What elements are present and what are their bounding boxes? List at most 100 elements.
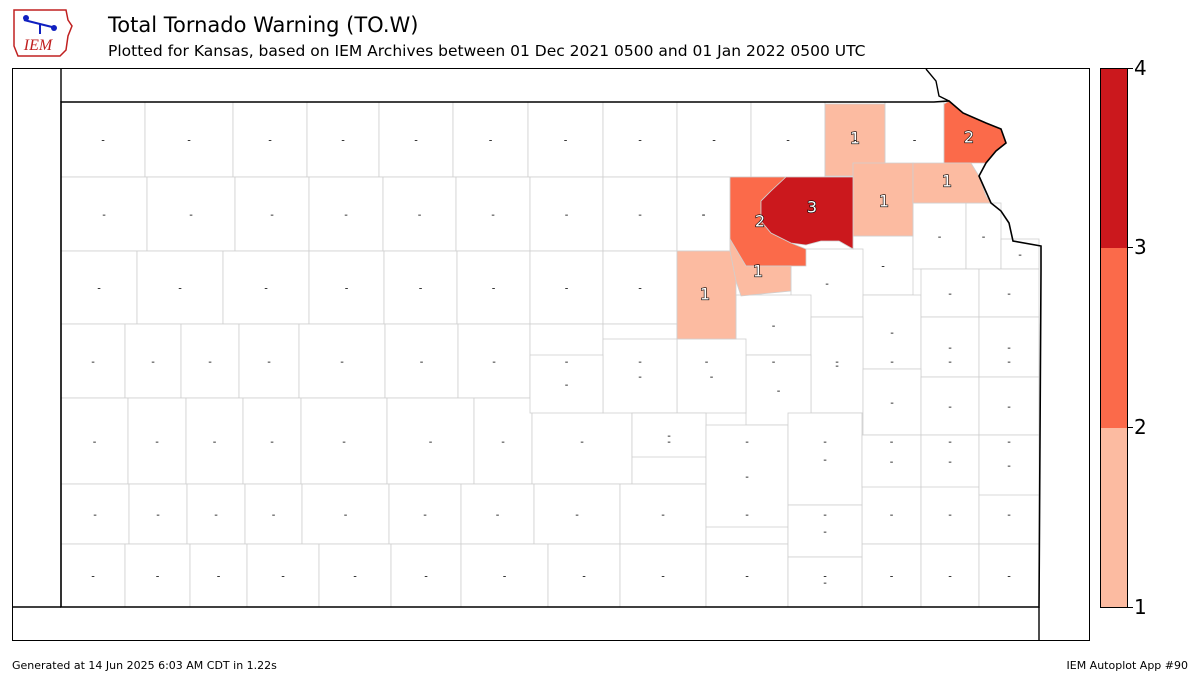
no-data-label: - — [208, 357, 212, 368]
colorbar-label: 4 — [1134, 56, 1147, 80]
county-boundary — [124, 323, 182, 399]
county-boundary — [861, 434, 922, 488]
count-label: 1 — [879, 192, 889, 211]
colorbar-segment-1 — [1101, 427, 1127, 607]
no-data-label: - — [341, 136, 345, 147]
no-data-label: - — [281, 572, 285, 583]
county-boundary — [978, 376, 1040, 436]
county-boundary — [60, 250, 138, 325]
no-data-label: - — [501, 437, 505, 448]
no-data-label: - — [667, 431, 671, 442]
county-doniphan — [943, 100, 1007, 164]
county-boundary — [527, 101, 604, 178]
app-id: IEM Autoplot App #90 — [1066, 659, 1189, 672]
no-data-label: - — [344, 510, 348, 521]
no-data-label: - — [835, 361, 839, 372]
county-boundary — [862, 294, 922, 370]
no-data-label: - — [890, 398, 894, 409]
county-boundary — [388, 483, 462, 545]
no-data-label: - — [890, 437, 894, 448]
colorbar — [1100, 68, 1128, 608]
no-data-label: - — [582, 572, 586, 583]
no-data-label: - — [890, 457, 894, 468]
no-data-label: - — [938, 232, 942, 243]
county-boundary — [186, 483, 246, 545]
generated-timestamp: Generated at 14 Jun 2025 6:03 AM CDT in … — [12, 659, 277, 672]
county-boundary — [384, 323, 459, 399]
no-data-label: - — [217, 572, 221, 583]
no-data-label: - — [419, 284, 423, 295]
no-data-label: - — [353, 572, 357, 583]
count-label: 2 — [755, 212, 765, 231]
county-boundary — [60, 176, 148, 252]
map-subtitle: Plotted for Kansas, based on IEM Archive… — [108, 42, 866, 60]
no-data-label: - — [823, 527, 827, 538]
state-borders — [13, 69, 1042, 640]
no-data-label: - — [948, 343, 952, 354]
no-data-label: - — [710, 372, 714, 383]
no-data-label: - — [772, 321, 776, 332]
no-data-label: - — [156, 572, 160, 583]
county-boundary — [920, 483, 980, 545]
count-label: 1 — [753, 262, 763, 281]
county-boundary — [460, 543, 549, 608]
county-boundary — [787, 504, 863, 558]
county-boundary — [452, 101, 529, 178]
no-data-label: - — [1007, 437, 1011, 448]
no-data-label: - — [712, 136, 716, 147]
county-labels: 1 2 1 1 2 3 1 1 - - - - - - - - - - - - - - - - - - - - - - - -… — [91, 127, 1022, 589]
no-data-label: - — [91, 572, 95, 583]
no-data-label: - — [565, 210, 569, 221]
no-data-label: - — [745, 572, 749, 583]
no-data-label: - — [1007, 510, 1011, 521]
county-boundary — [455, 176, 531, 252]
county-boundary — [920, 376, 980, 436]
no-data-label: - — [1007, 289, 1011, 300]
colorbar-label: 1 — [1134, 595, 1147, 619]
county-boundary — [136, 250, 224, 325]
no-data-label: - — [420, 357, 424, 368]
county-pottawatomie — [760, 176, 854, 250]
county-boundary — [382, 176, 457, 252]
no-data-label: - — [1018, 250, 1022, 261]
county-boundary — [238, 323, 300, 399]
no-data-label: - — [948, 572, 952, 583]
no-data-label: - — [418, 210, 422, 221]
no-data-label: - — [424, 572, 428, 583]
map-title: Total Tornado Warning (TO.W) — [108, 13, 419, 37]
no-data-label: - — [213, 437, 217, 448]
county-boundary — [676, 176, 731, 252]
no-data-label: - — [1007, 572, 1011, 583]
no-data-label: - — [825, 279, 829, 290]
no-data-label: - — [835, 357, 839, 368]
logo-text: IEM — [23, 37, 54, 54]
no-data-label: - — [786, 136, 790, 147]
no-data-label: - — [705, 357, 709, 368]
county-boundary — [60, 483, 130, 545]
no-data-label: - — [503, 572, 507, 583]
no-data-label: - — [890, 328, 894, 339]
no-data-label: - — [101, 136, 105, 147]
county-boundary — [306, 101, 380, 178]
no-data-label: - — [881, 262, 885, 273]
county-boundary — [705, 543, 789, 608]
no-data-label: - — [272, 510, 276, 521]
no-data-label: - — [702, 210, 706, 221]
county-boundary — [128, 483, 188, 545]
no-data-label: - — [151, 357, 155, 368]
map-canvas: 1 2 1 1 2 3 1 1 - - - - - - - - - - - - - - - - - - - - - - - -… — [13, 69, 1042, 640]
no-data-label: - — [948, 289, 952, 300]
no-data-label: - — [745, 510, 749, 521]
county-grid — [60, 101, 1040, 608]
no-data-label: - — [948, 402, 952, 413]
no-data-label: - — [823, 437, 827, 448]
no-data-label: - — [638, 357, 642, 368]
no-data-label: - — [638, 372, 642, 383]
colorbar-tick — [1128, 68, 1133, 69]
county-boundary — [460, 483, 535, 545]
colorbar-tick — [1128, 607, 1133, 608]
no-data-label: - — [853, 136, 857, 147]
county-boundary — [602, 338, 678, 414]
no-data-label: - — [270, 437, 274, 448]
county-boundary — [978, 543, 1040, 608]
